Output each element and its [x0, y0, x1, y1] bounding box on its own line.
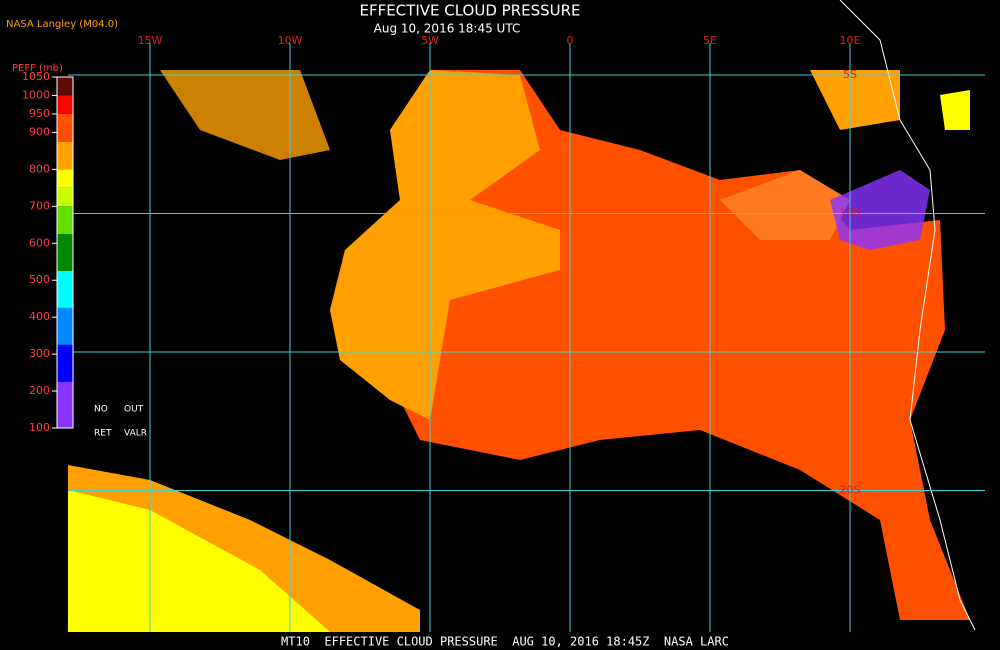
legend-tick-label: 1050 — [22, 70, 50, 83]
legend-tick-label: 300 — [29, 347, 50, 360]
legend-band — [57, 307, 73, 345]
legend-band — [57, 95, 73, 114]
legend-note: OUT — [124, 405, 144, 415]
coastline — [839, 0, 976, 631]
legend-tick-label: 100 — [29, 421, 50, 434]
cloud-region — [720, 170, 850, 240]
legend-band — [57, 77, 73, 96]
cloud-region — [330, 70, 560, 420]
footer: MT10 EFFECTIVE CLOUD PRESSURE AUG 10, 20… — [281, 635, 729, 649]
legend-note: NO — [94, 405, 108, 415]
cloud-region — [68, 490, 330, 632]
legend-band — [57, 206, 73, 235]
source: NASA Langley (M04.0) — [6, 19, 118, 30]
title: EFFECTIVE CLOUD PRESSURE — [359, 2, 580, 20]
legend-band — [57, 187, 73, 207]
legend-band — [57, 344, 73, 382]
cloud-region — [830, 170, 930, 250]
legend-band — [57, 169, 73, 188]
legend-frame — [56, 76, 74, 429]
longitude-label: 15W — [138, 34, 163, 47]
cloud-region — [940, 90, 970, 130]
legend-title: PEFF (mb) — [12, 63, 63, 74]
longitude-label: 5W — [421, 34, 439, 47]
cloud-region — [810, 70, 900, 130]
latitude-label: 20S — [840, 484, 861, 497]
latitude-label: 5S — [843, 68, 857, 81]
legend-tick-label: 600 — [29, 236, 50, 249]
legend-tick-label: 700 — [29, 199, 50, 212]
legend-tick-label: 900 — [29, 125, 50, 138]
longitude-label: 10E — [840, 34, 861, 47]
legend-tick-label: 200 — [29, 384, 50, 397]
legend-tick-label: 950 — [29, 107, 50, 120]
legend-band — [57, 113, 73, 142]
longitude-label: 5E — [703, 34, 717, 47]
legend-band — [57, 234, 73, 271]
legend-band — [57, 141, 73, 170]
legend-tick-label: 800 — [29, 162, 50, 175]
legend-band — [57, 381, 73, 428]
legend-band — [57, 270, 73, 308]
legend-tick-label: 1000 — [22, 88, 50, 101]
cloud-region — [160, 70, 330, 160]
latitude-label: 10S — [840, 207, 861, 220]
subtitle: Aug 10, 2016 18:45 UTC — [374, 22, 521, 36]
legend-tick-label: 500 — [29, 273, 50, 286]
legend-tick-label: 400 — [29, 310, 50, 323]
legend-note: VALR — [124, 429, 147, 439]
longitude-label: 0 — [567, 34, 574, 47]
clouds — [68, 0, 976, 632]
longitude-label: 10W — [278, 34, 303, 47]
legend-note: RET — [94, 429, 112, 439]
